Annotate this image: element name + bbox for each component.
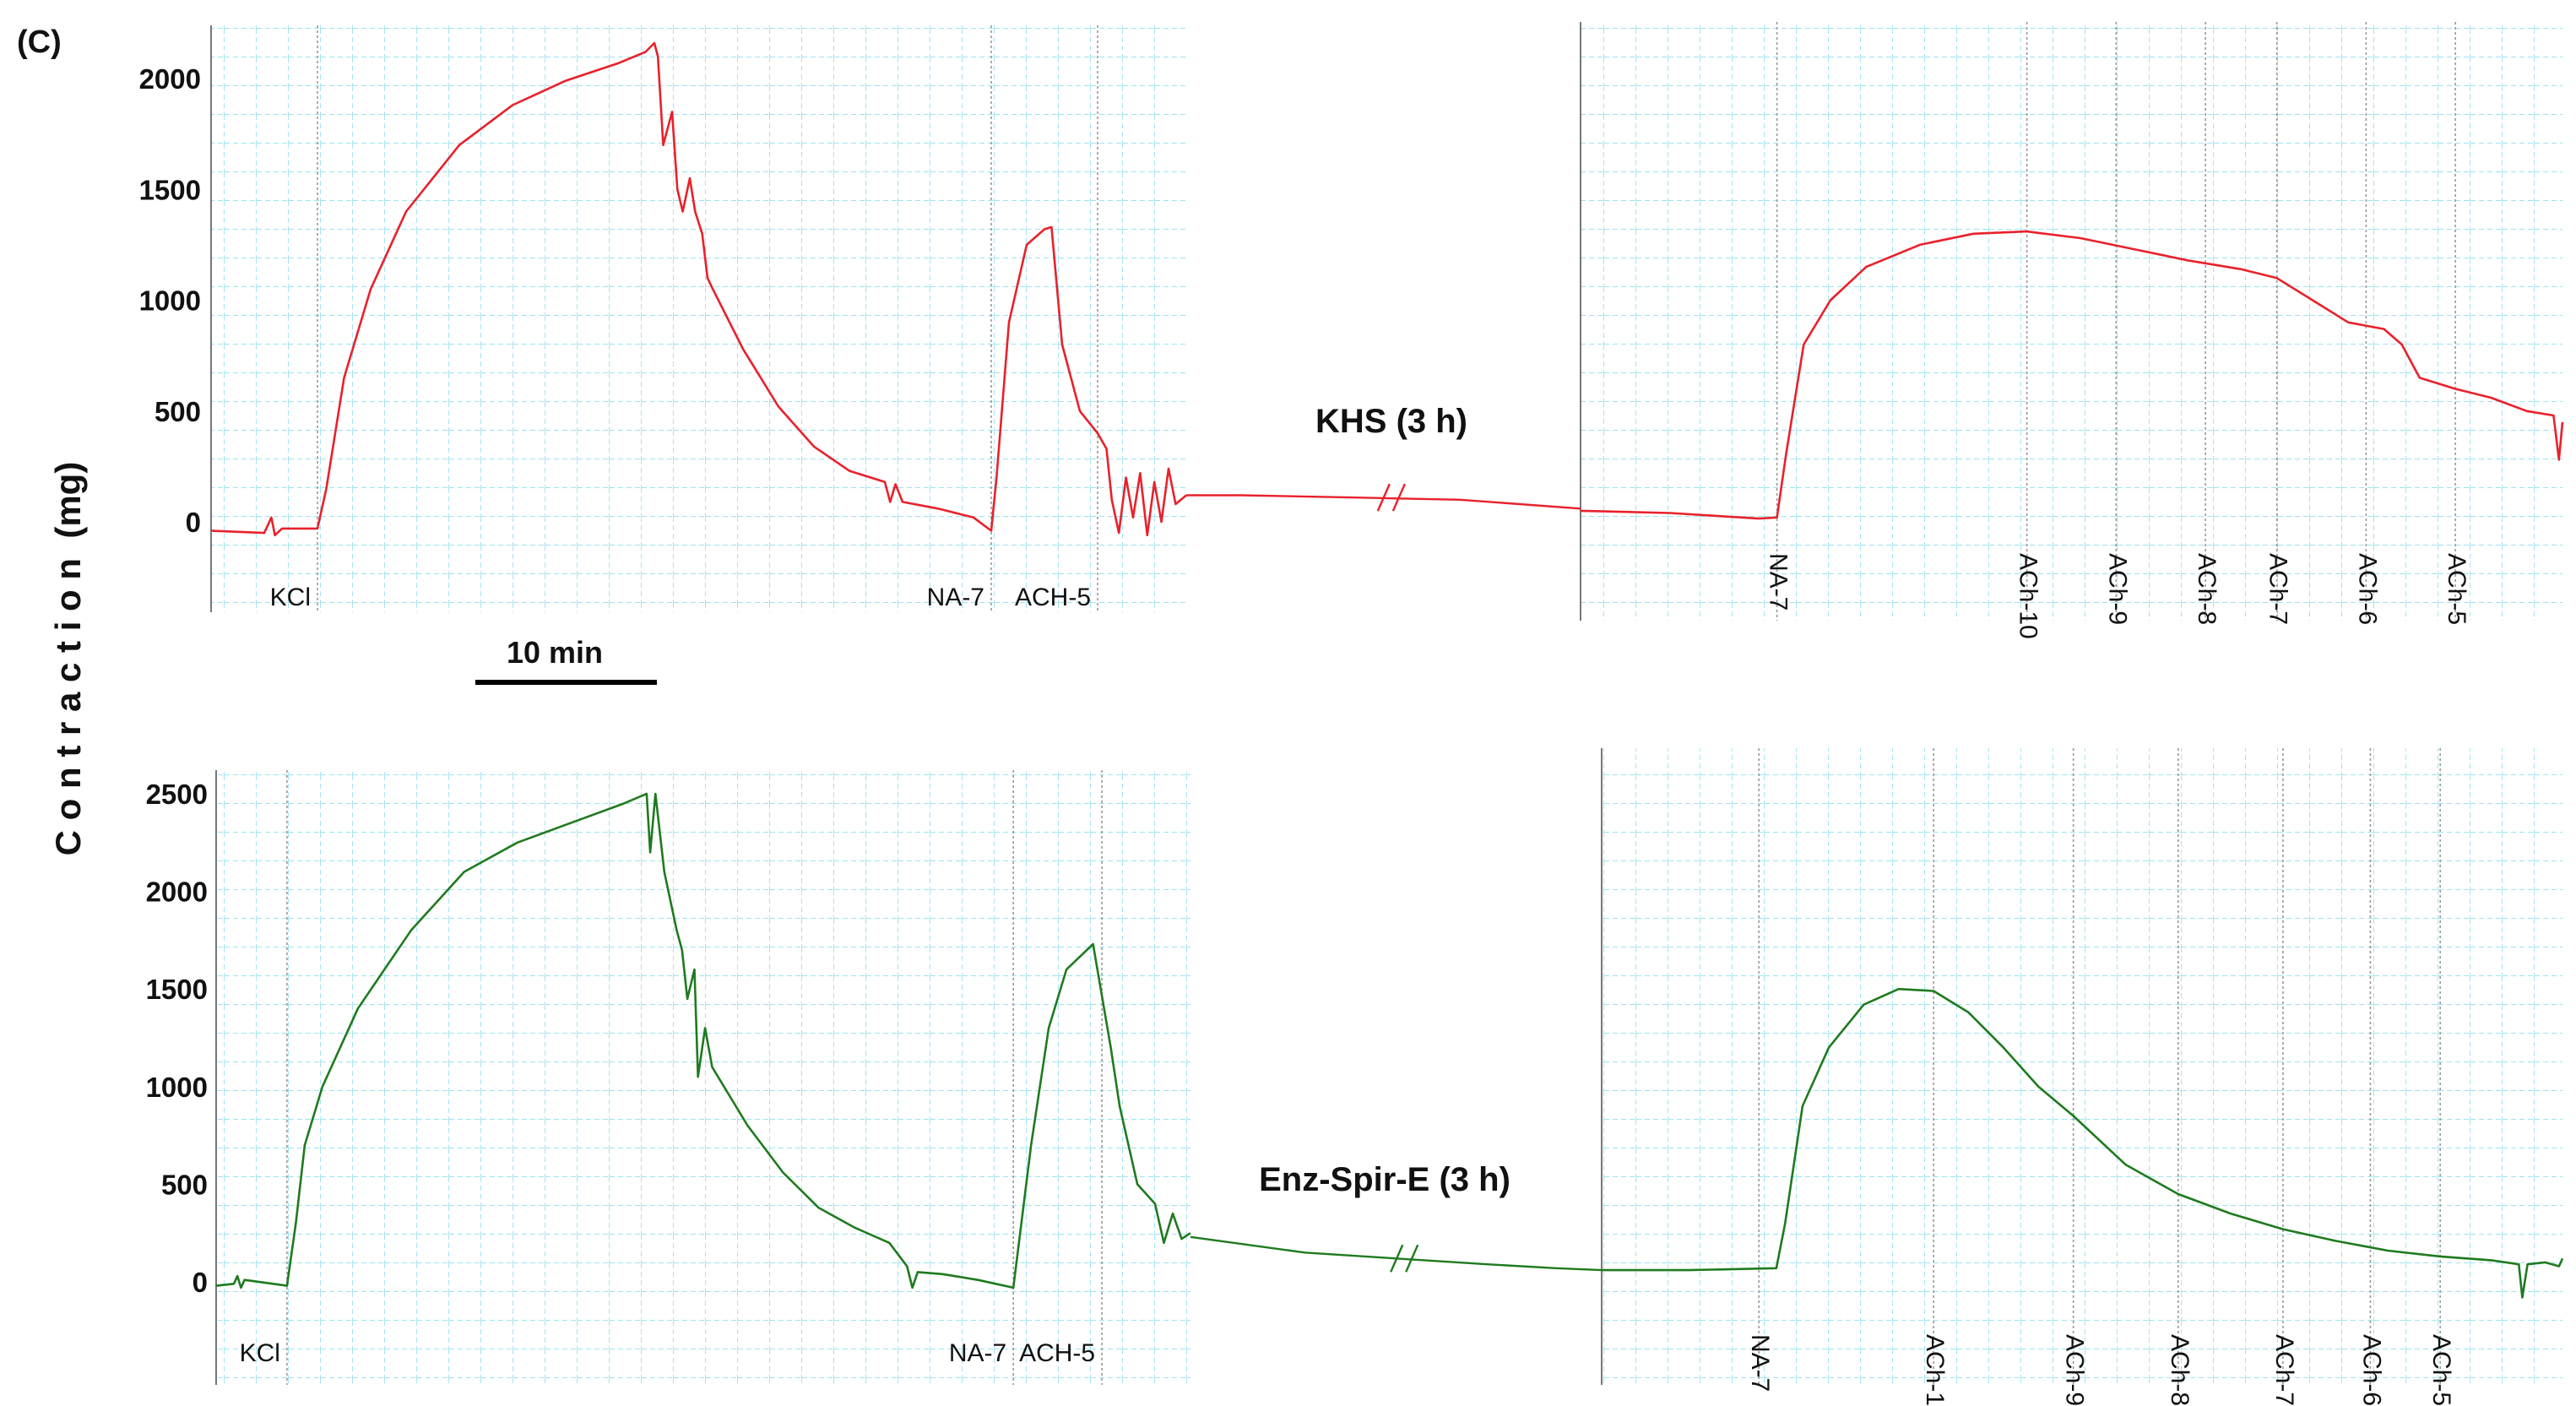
event-marker-label: ACh-7 bbox=[2264, 553, 2292, 625]
event-marker-label: ACh-9 bbox=[2103, 553, 2131, 625]
segment-right: NA-7 ACh-10 ACh-9 ACh-8 ACh-7 ACh-6 ACh-5 bbox=[1601, 748, 2564, 1406]
event-marker-label: ACH-5 bbox=[1015, 584, 1091, 611]
grid-left bbox=[216, 770, 1190, 1385]
y-tick-label: 1000 bbox=[146, 1072, 208, 1103]
y-tick-label: 2000 bbox=[146, 877, 208, 908]
event-marker-label: ACH-5 bbox=[1019, 1339, 1095, 1367]
axis-break-mark bbox=[1376, 483, 1391, 512]
y-tick-label: 0 bbox=[193, 1267, 208, 1298]
trace-right bbox=[1602, 987, 2564, 1299]
event-marker-label: ACh-8 bbox=[2193, 553, 2221, 625]
segment-right: NA-7 ACh-10 ACh-9 ACh-8 ACh-7 ACh-6 ACh-5 bbox=[1580, 22, 2564, 639]
event-marker-label: NA-7 bbox=[949, 1339, 1006, 1367]
y-tick-label: 1000 bbox=[139, 285, 201, 317]
grid-right bbox=[1602, 748, 2562, 1385]
event-marker-label: KCl bbox=[240, 1339, 280, 1367]
event-marker-label: ACh-10 bbox=[2015, 553, 2042, 639]
event-marker-label: ACh-8 bbox=[2166, 1334, 2194, 1406]
event-marker-label: ACh-5 bbox=[2427, 1334, 2455, 1406]
event-marker-label: NA-7 bbox=[1765, 553, 1792, 611]
event-marker-label: NA-7 bbox=[1746, 1334, 1774, 1392]
event-marker-label: ACh-9 bbox=[2061, 1334, 2089, 1406]
y-tick-label: 1500 bbox=[146, 974, 208, 1005]
y-tick-label: 1500 bbox=[139, 174, 201, 205]
trace-left bbox=[215, 792, 1191, 1289]
event-marker-label: NA-7 bbox=[927, 584, 984, 611]
y-tick-label: 2000 bbox=[139, 63, 201, 95]
event-marker-label: ACh-6 bbox=[2357, 1334, 2385, 1406]
trace-gap bbox=[1190, 1235, 1603, 1272]
panel-label: (C) bbox=[17, 24, 62, 60]
axis-break-mark bbox=[1390, 1244, 1404, 1273]
y-axis-label: C o n t r a c t i o n (mg) bbox=[48, 462, 88, 856]
event-marker-label: ACh-6 bbox=[2353, 553, 2381, 625]
segment-left: KCl NA-7 ACH-5 bbox=[215, 770, 1191, 1385]
chart-khs: 2000 1500 1000 500 0 KCl NA-7 ACH-5 NA-7 ACh-10 AC… bbox=[139, 22, 2564, 639]
grid-right bbox=[1581, 22, 2562, 621]
trace-right bbox=[1580, 230, 2564, 520]
chart-title-khs: KHS (3 h) bbox=[1315, 403, 1467, 440]
event-marker-label: ACh-7 bbox=[2270, 1334, 2298, 1406]
y-tick-label: 0 bbox=[186, 507, 201, 538]
axis-break-mark bbox=[1405, 1244, 1419, 1273]
chart-title-enz: Enz-Spir-E (3 h) bbox=[1259, 1161, 1510, 1198]
grid-left bbox=[211, 25, 1186, 612]
y-tick-label: 500 bbox=[161, 1169, 208, 1200]
segment-left: KCl NA-7 ACH-5 bbox=[210, 25, 1187, 612]
event-marker-label: KCl bbox=[270, 584, 311, 611]
trace-left bbox=[210, 41, 1187, 537]
y-tick-label: 2500 bbox=[146, 779, 208, 810]
scale-bar-label: 10 min bbox=[507, 635, 603, 670]
event-marker-label: ACh-10 bbox=[1921, 1334, 1949, 1406]
event-marker-label: ACh-5 bbox=[2443, 553, 2470, 625]
trace-gap bbox=[1186, 494, 1581, 510]
y-tick-label: 500 bbox=[155, 396, 201, 427]
chart-enz: 2500 2000 1500 1000 500 0 KCl NA-7 ACH-5 NA-7 ACh-… bbox=[146, 748, 2564, 1406]
axis-break-mark bbox=[1391, 483, 1406, 512]
